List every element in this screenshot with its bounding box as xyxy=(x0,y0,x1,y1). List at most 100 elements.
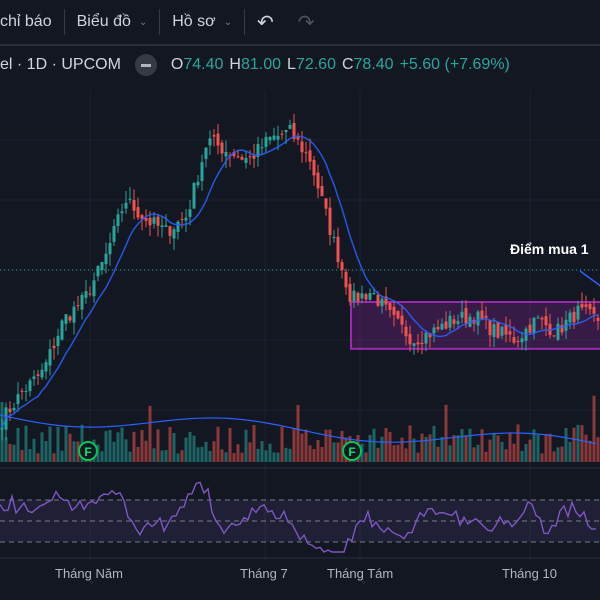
volume-bar xyxy=(20,449,24,462)
volume-bar xyxy=(12,444,16,462)
candle-body xyxy=(168,226,172,236)
candle-body xyxy=(200,162,204,181)
volume-bar xyxy=(16,427,20,462)
volume-bar xyxy=(276,452,280,462)
volume-bar xyxy=(500,441,504,462)
candle-body xyxy=(244,158,248,163)
candle-body xyxy=(320,186,324,196)
candle-body xyxy=(260,147,264,149)
candle-body xyxy=(596,317,600,321)
volume-bar xyxy=(160,450,164,462)
candle-body xyxy=(336,236,340,263)
volume-bar xyxy=(200,446,204,462)
candle-body xyxy=(344,271,348,288)
candle-body xyxy=(352,290,356,302)
candle-body xyxy=(144,217,148,221)
volume-bar xyxy=(432,425,436,462)
high-label: H xyxy=(229,56,241,73)
candle-body xyxy=(48,349,52,366)
volume-ma-line xyxy=(0,414,597,445)
candle-body xyxy=(196,181,200,186)
undo-button[interactable]: ↶ xyxy=(245,0,286,44)
volume-bar xyxy=(380,436,384,462)
candle-body xyxy=(76,305,80,307)
event-marker-label: F xyxy=(348,445,355,459)
candle-body xyxy=(116,214,120,227)
candle-body xyxy=(188,209,192,217)
volume-bar xyxy=(480,429,484,462)
chevron-down-icon: ⌄ xyxy=(138,16,148,28)
volume-bar xyxy=(168,427,172,462)
close-label: C xyxy=(341,56,354,73)
candle-body xyxy=(368,293,372,300)
candle-body xyxy=(324,198,328,209)
volume-bar xyxy=(400,437,404,462)
volume-bar xyxy=(196,447,200,462)
indicators-button[interactable]: chỉ báo xyxy=(0,0,64,44)
volume-bar xyxy=(292,428,296,462)
volume-bar xyxy=(336,442,340,462)
candle-body xyxy=(384,296,388,305)
candle-body xyxy=(288,124,292,129)
candle-body xyxy=(500,326,504,336)
candle-body xyxy=(132,200,136,211)
volume-bar xyxy=(460,429,464,462)
volume-bar xyxy=(588,440,592,462)
volume-bar xyxy=(208,450,212,462)
chart-menu-button[interactable]: Biểu đồ ⌄ xyxy=(65,0,160,44)
volume-bar xyxy=(120,427,124,462)
redo-button[interactable]: ↷ xyxy=(286,0,327,44)
low-label: L xyxy=(287,56,296,73)
candle-body xyxy=(308,150,312,162)
volume-bar xyxy=(32,438,36,462)
candle-body xyxy=(136,207,140,218)
ohlc-legend: el · 1D · UPCOM O74.40 H81.00 L72.60 C78… xyxy=(0,54,510,76)
volume-bar xyxy=(56,427,60,462)
volume-bar xyxy=(164,450,168,462)
candle-body xyxy=(104,253,108,265)
volume-bar xyxy=(104,431,108,462)
candle-body xyxy=(412,343,416,347)
candle-body xyxy=(592,307,596,314)
candle-body xyxy=(280,133,284,135)
candle-body xyxy=(408,333,412,345)
candle-body xyxy=(20,390,24,392)
candle-body xyxy=(456,320,460,324)
volume-bar xyxy=(572,427,576,462)
volume-bar xyxy=(328,429,332,462)
candle-body xyxy=(44,362,48,372)
candle-body xyxy=(284,130,288,133)
divider xyxy=(63,9,65,35)
change-value: +5.60 (+7.69%) xyxy=(399,56,510,73)
candle-body xyxy=(396,310,400,319)
volume-bar xyxy=(576,424,580,462)
candle-body xyxy=(372,292,376,294)
volume-bar xyxy=(220,449,224,462)
volume-bar xyxy=(360,443,364,462)
candle-body xyxy=(480,310,484,320)
candle-body xyxy=(504,324,508,335)
annotation-arrow xyxy=(579,270,600,287)
candle-body xyxy=(164,225,168,227)
candle-body xyxy=(300,141,304,153)
volume-bar xyxy=(320,447,324,462)
candle-body xyxy=(424,332,428,344)
candle-body xyxy=(292,122,296,140)
x-label: Tháng Tám xyxy=(327,566,394,581)
volume-bar xyxy=(556,447,560,462)
profile-menu-button[interactable]: Hồ sơ ⌄ xyxy=(160,0,244,44)
candle-body xyxy=(444,321,448,329)
candle-body xyxy=(380,298,384,307)
candle-body xyxy=(124,202,128,209)
volume-bar xyxy=(72,441,76,462)
close-value: 78.40 xyxy=(353,56,394,73)
volume-bar xyxy=(124,439,128,462)
volume-bar xyxy=(172,433,176,462)
collapse-button[interactable] xyxy=(134,54,157,76)
volume-bar xyxy=(256,448,260,462)
volume-bar xyxy=(244,429,248,462)
candle-body xyxy=(340,262,344,271)
undo-icon: ↶ xyxy=(257,11,274,34)
candle-body xyxy=(584,304,588,308)
